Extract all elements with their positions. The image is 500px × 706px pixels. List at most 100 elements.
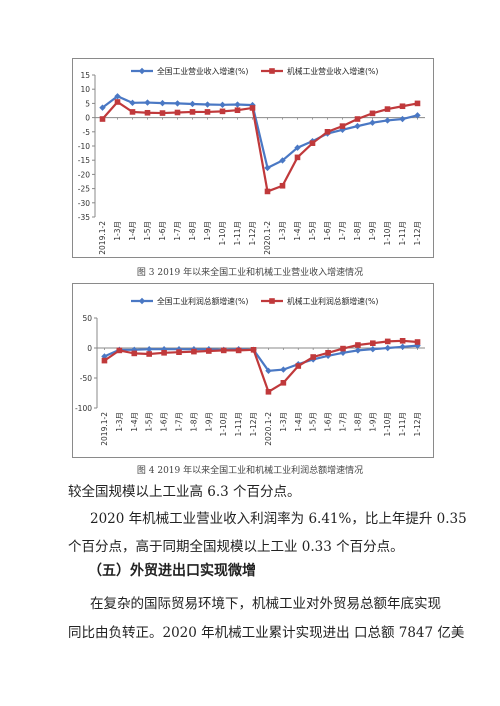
x-tick-label: 1-7月: [339, 412, 348, 432]
x-tick-label: 2019.1-2: [100, 412, 109, 446]
data-point: [324, 129, 331, 135]
x-tick-label: 1-11月: [234, 412, 243, 437]
data-point: [159, 110, 166, 116]
series-line: [103, 339, 418, 394]
x-tick-label: 1-4月: [294, 412, 303, 432]
x-tick-label: 1-6月: [324, 412, 333, 432]
x-tick-label: 1-6月: [323, 221, 332, 241]
data-point: [129, 109, 136, 115]
legend-label: 全国工业营业收入增速(%): [157, 66, 248, 76]
figure-4-chart: 50 0 -50 -100 2019.1-2 1-3月 1-4月 1-5月 1-6月 1-7月 1-…: [72, 283, 434, 458]
data-point: [144, 109, 151, 116]
x-tick-label: 1-12月: [249, 412, 258, 437]
data-point: [369, 110, 376, 117]
y-tick-label: -5: [83, 128, 91, 137]
y-tick-label: -10: [78, 142, 90, 151]
data-point: [101, 353, 108, 360]
data-point: [159, 99, 166, 107]
y-tick-label: -20: [78, 170, 90, 179]
data-point: [114, 99, 121, 105]
data-point: [354, 116, 361, 122]
y-tick-label: 15: [80, 71, 90, 80]
x-tick-label: 1-8月: [189, 412, 198, 432]
data-point: [354, 122, 361, 130]
data-point: [129, 99, 136, 107]
data-point: [191, 348, 197, 355]
data-point: [219, 101, 226, 109]
data-point: [414, 112, 421, 119]
legend-label: 机械工业营业收入增速(%): [287, 66, 378, 76]
x-tick-label: 1-3月: [115, 412, 124, 432]
data-point: [279, 157, 286, 164]
revenue-growth-line-chart: 15 10 5 0 -5 -10 -15 -20 -25 -30 -35 2019.1-2 1-3月 1-…: [78, 66, 425, 255]
data-point: [264, 188, 271, 195]
data-point: [399, 338, 406, 344]
data-point: [384, 344, 391, 352]
data-point: [144, 99, 151, 106]
data-point: [280, 380, 287, 386]
data-point: [99, 104, 106, 111]
x-tick-label: 1-9月: [368, 221, 377, 241]
figure-4-caption: 图 4 2019 年以来全国工业和机械工业利润总额增速情况: [136, 466, 364, 476]
profit-growth-line-chart: 50 0 -50 -100 2019.1-2 1-3月 1-4月 1-5月 1-6月 1-7月 1-…: [75, 296, 425, 446]
data-point: [204, 101, 211, 108]
data-point: [235, 347, 242, 354]
data-point: [189, 109, 196, 115]
body-paragraph-line: 2020 年机械工业营业收入利润率为 6.41%，比上年提升 0.35: [90, 511, 467, 527]
x-tick-label: 1-3月: [278, 221, 287, 241]
data-point: [174, 109, 181, 116]
y-tick-label: 0: [87, 344, 92, 353]
x-tick-label: 1-5月: [309, 412, 318, 432]
x-tick-label: 1-3月: [279, 412, 288, 432]
x-tick-label: 1-10月: [383, 221, 392, 246]
data-point: [264, 164, 271, 172]
series-line: [101, 100, 418, 193]
y-tick-label: 0: [85, 114, 90, 123]
data-point: [114, 93, 121, 100]
data-point: [294, 154, 301, 161]
y-tick-label: 50: [82, 314, 92, 323]
x-tick-label: 1-8月: [188, 221, 197, 241]
data-point: [176, 349, 182, 355]
x-tick-label: 1-4月: [130, 412, 139, 432]
x-tick-label: 1-7月: [338, 221, 347, 241]
legend-label: 机械工业利润总额增速(%): [287, 296, 378, 306]
body-paragraph-line: 个百分点，高于同期全国规模以上工业 0.33 个百分点。: [68, 539, 404, 555]
data-point: [399, 343, 406, 350]
y-tick-label: -100: [75, 404, 92, 413]
data-point: [370, 340, 376, 346]
data-point: [265, 367, 272, 374]
data-point: [174, 100, 181, 107]
y-tick-label: -50: [80, 374, 92, 383]
x-tick-label: 1-4月: [128, 221, 137, 241]
data-point: [101, 357, 108, 364]
y-tick-label: -25: [78, 185, 90, 194]
x-tick-label: 1-3月: [113, 221, 122, 241]
x-tick-label: 1-7月: [175, 412, 184, 432]
data-point: [369, 119, 376, 126]
data-point: [354, 347, 362, 354]
data-point: [414, 100, 421, 107]
x-tick-label: 1-11月: [398, 221, 407, 246]
data-point: [204, 109, 211, 115]
x-tick-label: 1-9月: [368, 412, 377, 432]
data-point: [265, 389, 272, 395]
x-tick-label: 1-6月: [160, 412, 169, 432]
data-point: [99, 116, 106, 122]
data-point: [339, 123, 346, 129]
x-tick-label: 1-10月: [218, 221, 227, 246]
figure-3-chart: 15 10 5 0 -5 -10 -15 -20 -25 -30 -35 2019.1-2 1-3月 1-…: [72, 58, 434, 258]
series-line: [104, 344, 418, 372]
x-tick-label: 1-10月: [219, 412, 228, 437]
data-point: [399, 103, 406, 110]
data-point: [414, 339, 421, 345]
legend-marker: [269, 298, 275, 304]
data-point: [325, 350, 331, 356]
section-heading: （五）外贸进出口实现微增: [88, 563, 256, 579]
y-tick-label: 10: [80, 85, 90, 94]
y-tick-label: -15: [78, 156, 90, 165]
data-point: [399, 115, 406, 123]
x-tick-label: 1-8月: [353, 221, 362, 241]
series-line: [101, 95, 418, 170]
data-point: [189, 100, 196, 108]
